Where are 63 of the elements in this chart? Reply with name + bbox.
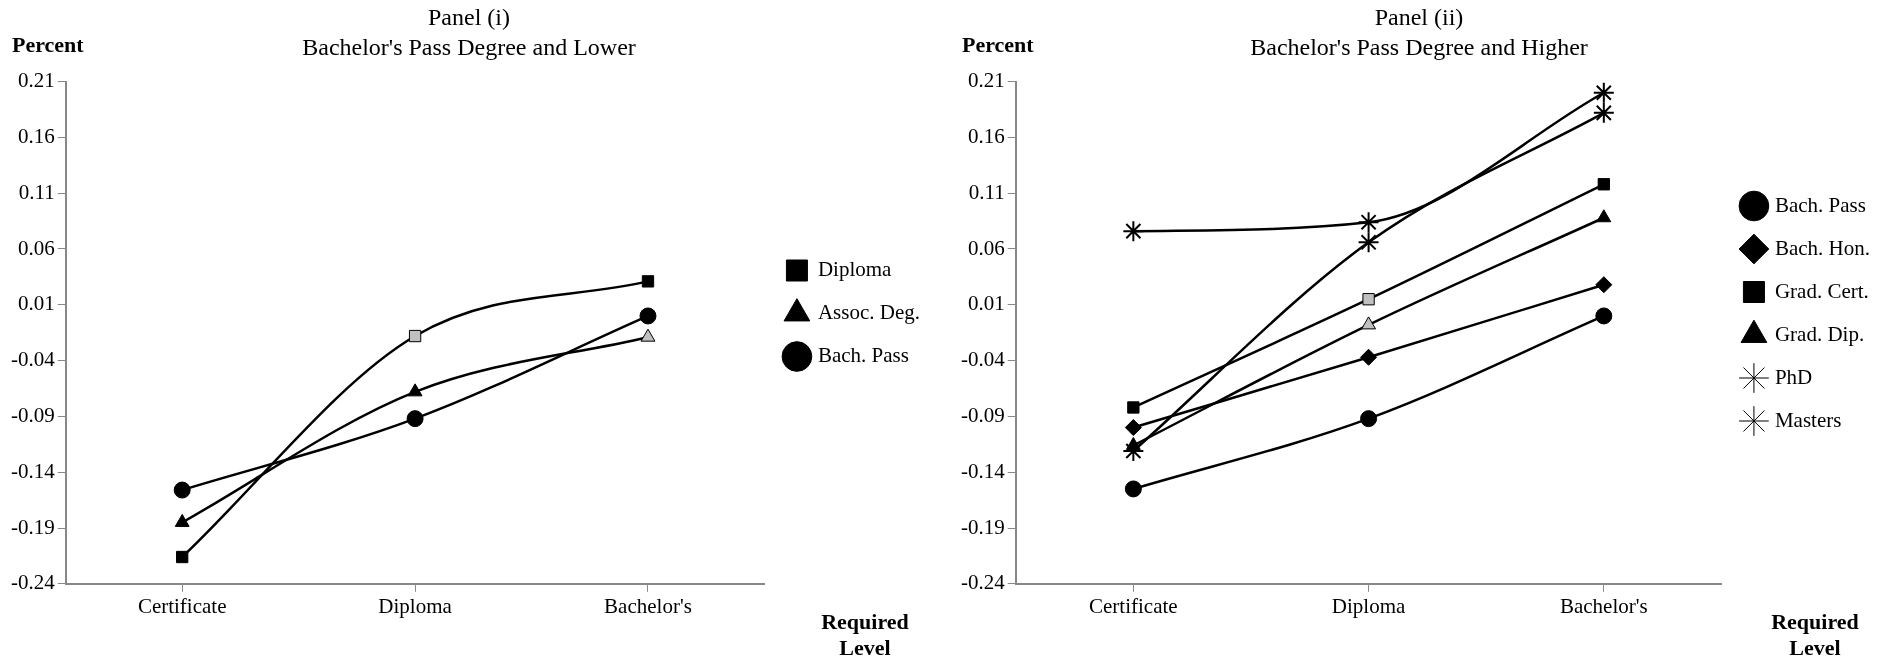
point: [1595, 307, 1613, 325]
y-tick-label: 0.11: [18, 179, 55, 204]
y-tick-label: -0.04: [960, 347, 1006, 372]
x-tick-label: Bachelor's: [604, 593, 692, 618]
y-tick-label: 0.01: [17, 291, 55, 316]
legend-label: Grad. Dip.: [1774, 321, 1865, 346]
y-tick-label: 0.06: [17, 235, 55, 260]
x-tick-label: Bachelor's: [1559, 593, 1648, 618]
point: [640, 328, 656, 342]
point: [1357, 211, 1380, 234]
x-tick-label: Diploma: [1331, 593, 1407, 618]
y-tick-label: -0.04: [10, 347, 56, 372]
legend-label: Diploma: [817, 257, 893, 282]
point: [1360, 348, 1378, 366]
y-tick-label: 0.21: [17, 68, 55, 93]
y-axis-title: Percent: [962, 32, 1034, 58]
point: [1124, 480, 1142, 498]
y-tick-label: 0.16: [967, 123, 1005, 148]
y-tick-label: -0.14: [960, 458, 1006, 483]
point: [173, 481, 191, 499]
point: [1127, 401, 1140, 414]
x-tick-label: Certificate: [1089, 593, 1178, 618]
y-tick-label: -0.09: [10, 402, 55, 427]
y-tick-label: -0.14: [10, 458, 56, 483]
legend-label: Bach. Pass: [1774, 192, 1866, 217]
x-axis-title: Required Level: [1770, 609, 1860, 661]
point: [1361, 316, 1377, 330]
y-tick-label: -0.09: [960, 402, 1005, 427]
y-tick-label: -0.24: [960, 570, 1006, 595]
point: [1124, 419, 1142, 437]
legend-label: Masters: [1774, 407, 1842, 432]
point: [406, 410, 424, 428]
point: [1122, 220, 1145, 243]
y-tick-label: 0.06: [967, 235, 1005, 260]
y-axis-title: Percent: [12, 32, 84, 58]
y-tick-label: -0.19: [960, 514, 1005, 539]
point: [641, 275, 655, 288]
y-tick-label: -0.24: [10, 570, 56, 595]
point: [639, 307, 657, 325]
point: [1592, 81, 1615, 104]
point: [1592, 101, 1615, 124]
legend-label: Grad. Cert.: [1774, 278, 1869, 303]
point: [1597, 178, 1610, 191]
y-tick-label: -0.19: [10, 514, 55, 539]
chart-title: Panel (i): [428, 3, 510, 30]
y-tick-label: 0.21: [967, 68, 1005, 93]
legend-label: PhD: [1774, 364, 1813, 389]
y-tick-label: 0.01: [967, 291, 1005, 316]
point: [1595, 276, 1613, 294]
legend-label: Assoc. Deg.: [817, 300, 921, 325]
y-tick-label: 0.16: [17, 123, 55, 148]
legend-label: Bach. Pass: [817, 343, 909, 368]
x-tick-label: Certificate: [137, 593, 227, 618]
x-tick-label: Diploma: [378, 593, 453, 618]
point: [1357, 231, 1380, 254]
x-axis-title: Required Level: [820, 609, 910, 661]
chart-subtitle: Bachelor's Pass Degree and Lower: [302, 34, 636, 61]
y-tick-label: 0.11: [968, 179, 1005, 204]
point: [176, 550, 189, 564]
chart-subtitle: Bachelor's Pass Degree and Higher: [1250, 34, 1588, 61]
legend-label: Bach. Hon.: [1774, 235, 1871, 260]
chart-title: Panel (ii): [1374, 3, 1464, 30]
point: [1360, 410, 1378, 428]
